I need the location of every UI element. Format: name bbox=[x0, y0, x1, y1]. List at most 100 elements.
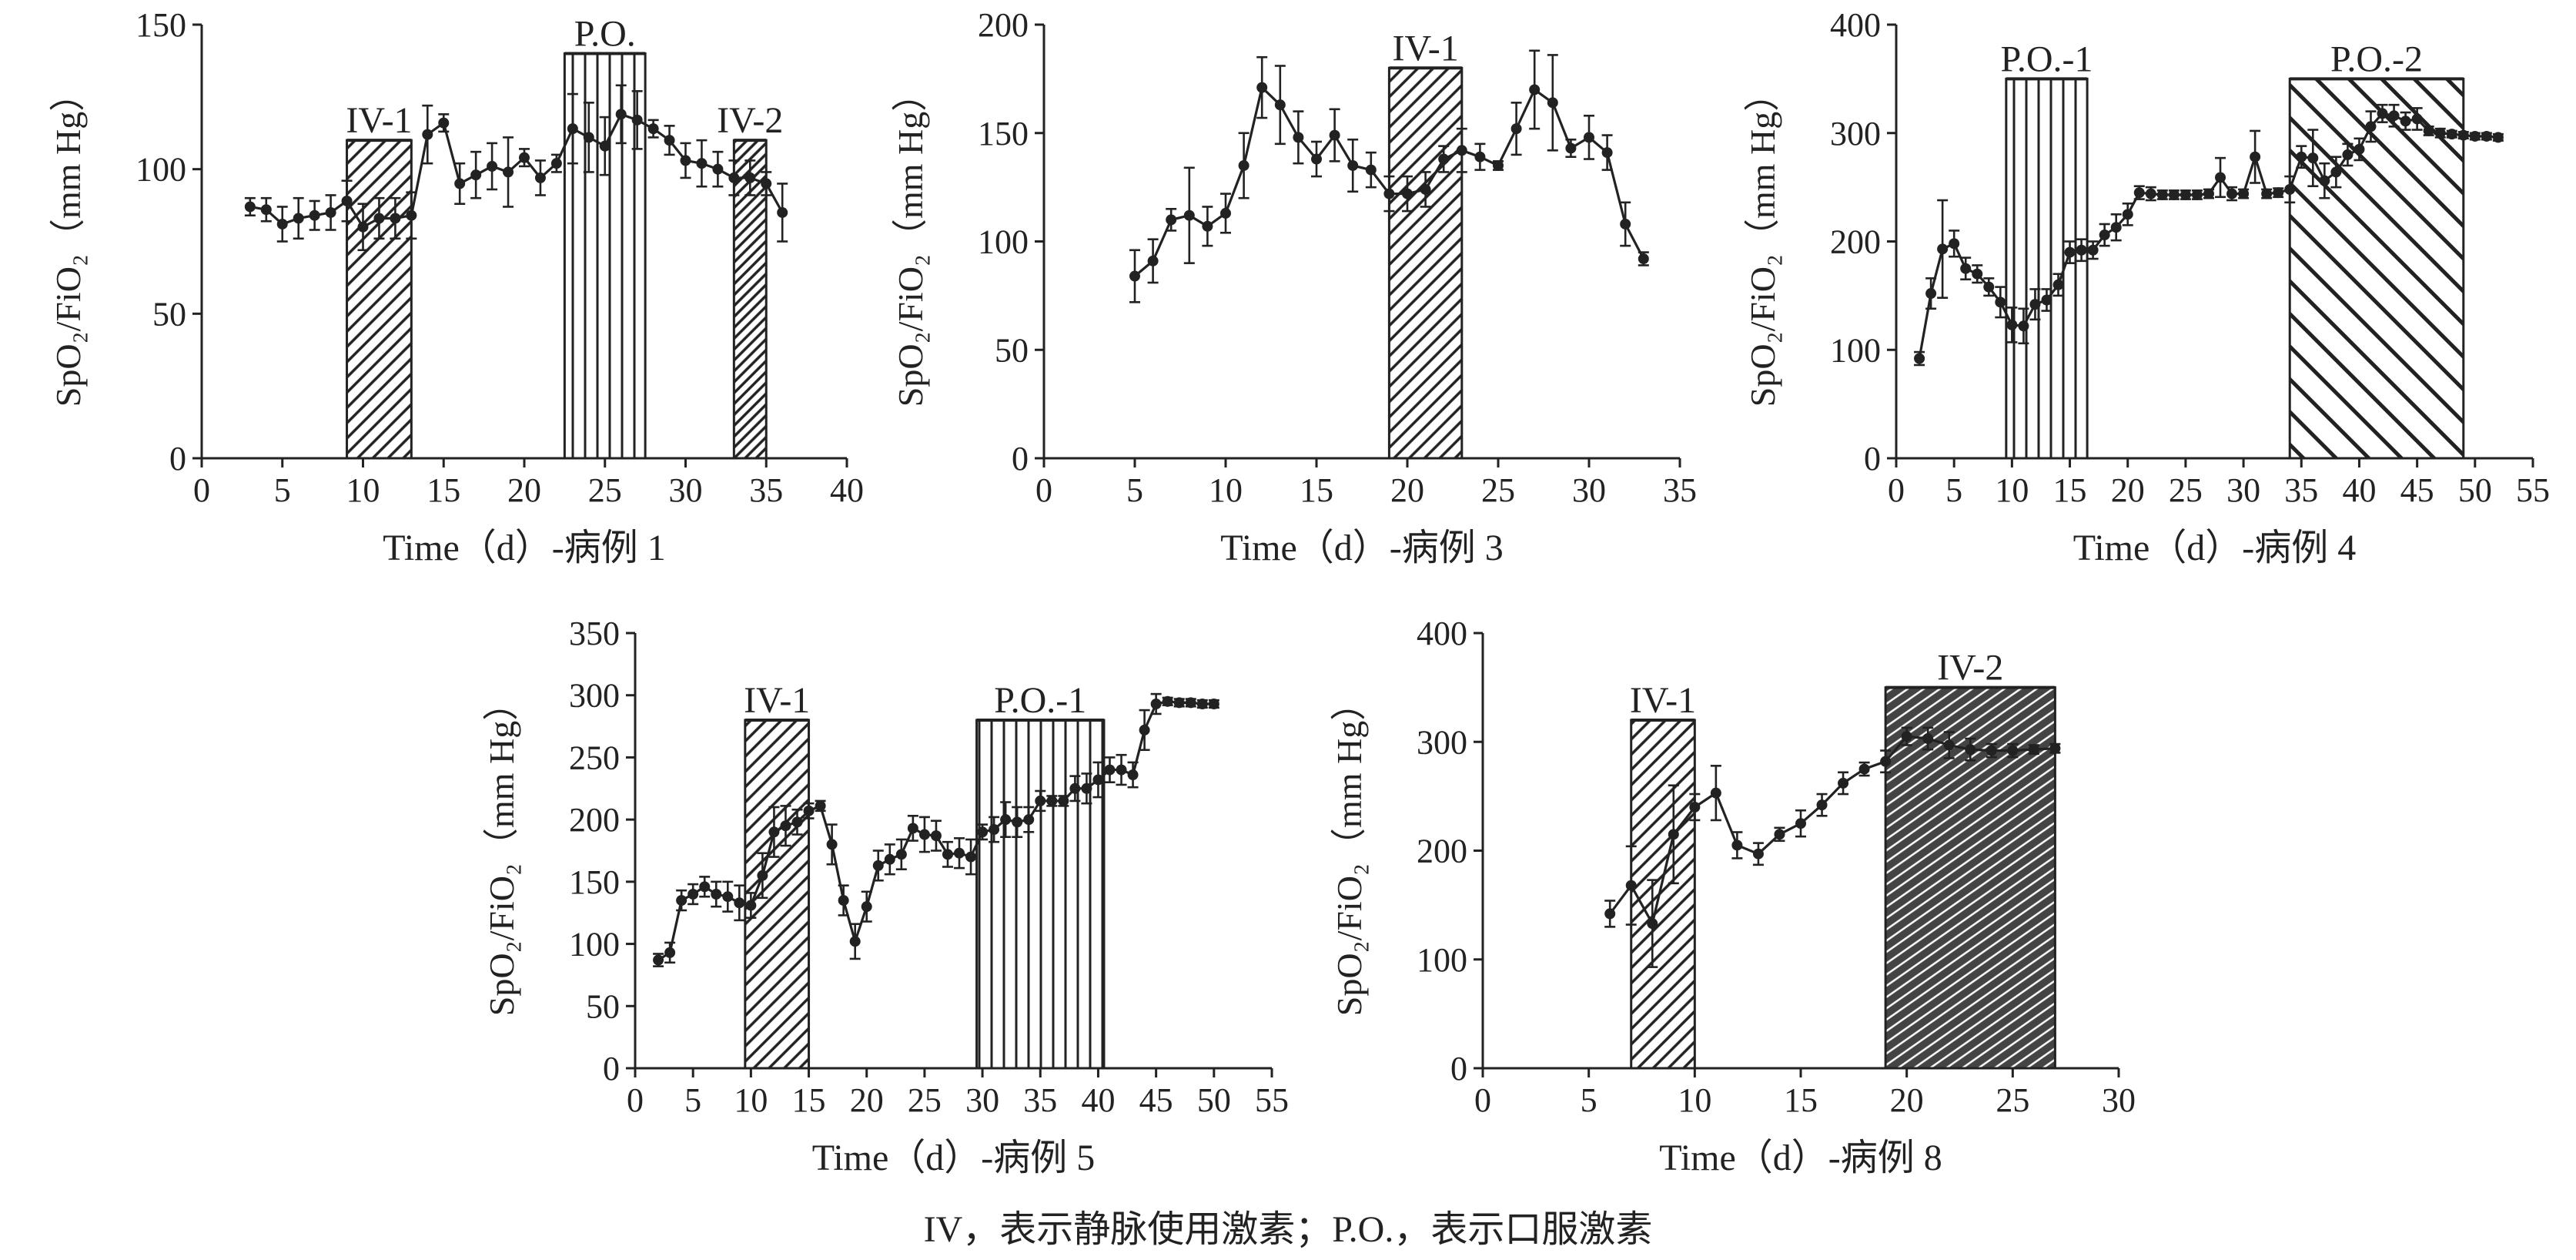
x-axis-title: Time（d）-病例 3 bbox=[1220, 528, 1504, 568]
chart-panel-case-5: IV-1 P.O.-1 0 50 100 150 200 250 300 350 0 5 10 15 20 2… bbox=[482, 615, 1289, 1178]
y-tick-label: 400 bbox=[1417, 615, 1467, 652]
data-point bbox=[1365, 164, 1377, 176]
data-point bbox=[712, 163, 724, 175]
y-tick-label: 200 bbox=[1417, 833, 1467, 870]
steroid-band bbox=[346, 139, 413, 460]
x-tick-label: 10 bbox=[1678, 1081, 1711, 1119]
x-tick-label: 20 bbox=[1390, 471, 1424, 509]
data-point bbox=[1604, 908, 1616, 920]
data-point bbox=[341, 195, 353, 206]
data-point bbox=[534, 172, 546, 183]
data-point bbox=[1838, 777, 1849, 789]
x-tick-label: 5 bbox=[1945, 471, 1962, 509]
data-point bbox=[1035, 795, 1046, 806]
data-point bbox=[2049, 742, 2061, 754]
y-tick-label: 150 bbox=[978, 115, 1029, 152]
data-point bbox=[2215, 172, 2226, 183]
data-point bbox=[861, 901, 872, 913]
x-tick-label: 0 bbox=[1888, 471, 1905, 509]
data-point bbox=[1116, 764, 1127, 776]
data-point bbox=[1147, 255, 1159, 266]
x-tick-label: 0 bbox=[1474, 1081, 1491, 1119]
y-tick-label: 0 bbox=[1012, 440, 1029, 478]
data-point bbox=[849, 936, 861, 947]
x-axis-title: Time（d）-病例 1 bbox=[383, 528, 666, 568]
y-tick-label: 100 bbox=[1417, 941, 1467, 979]
data-point bbox=[1752, 848, 1764, 860]
data-point bbox=[884, 853, 895, 865]
data-point bbox=[390, 213, 401, 224]
y-tick-label: 300 bbox=[569, 677, 620, 715]
y-tick-label: 250 bbox=[569, 739, 620, 776]
y-tick-label: 200 bbox=[1830, 223, 1881, 261]
x-tick-label: 35 bbox=[1663, 471, 1697, 509]
x-tick-label: 35 bbox=[749, 471, 783, 509]
data-point bbox=[1173, 697, 1185, 709]
y-axis-title: SpO₂/FiO₂（mm Hg） bbox=[49, 76, 88, 407]
x-axis-title: Time（d）-病例 4 bbox=[2073, 528, 2357, 568]
y-tick-label: 50 bbox=[152, 295, 186, 333]
data-point bbox=[487, 160, 498, 172]
x-tick-label: 15 bbox=[2053, 471, 2087, 509]
chart-panel-case-4: P.O.-1 P.O.-2 0 100 200 300 400 0 5 10 15 20 25 30 35 4… bbox=[1743, 6, 2550, 568]
chart-panel-case-8: IV-1 IV-2 0 100 200 300 400 0 5 10 15 20 25 30 Time（d）… bbox=[1330, 615, 2136, 1178]
data-point bbox=[1046, 795, 1058, 806]
data-point bbox=[325, 206, 336, 218]
data-point bbox=[293, 213, 304, 224]
data-point bbox=[1208, 699, 1219, 710]
data-point bbox=[989, 824, 1000, 836]
data-point bbox=[895, 849, 907, 860]
data-point bbox=[744, 172, 756, 183]
data-point bbox=[872, 860, 884, 871]
data-point bbox=[2168, 189, 2180, 200]
y-axis-title: SpO₂/FiO₂（mm Hg） bbox=[891, 76, 930, 407]
y-tick-label: 400 bbox=[1830, 6, 1881, 44]
data-point bbox=[599, 140, 611, 152]
data-point bbox=[2226, 188, 2238, 199]
data-point bbox=[1731, 839, 1743, 851]
data-point bbox=[768, 826, 780, 838]
x-tick-label: 30 bbox=[1572, 471, 1606, 509]
x-tick-label: 10 bbox=[734, 1081, 768, 1119]
data-point bbox=[2122, 209, 2133, 220]
data-point bbox=[2423, 125, 2434, 136]
data-point bbox=[631, 114, 643, 126]
data-point bbox=[2377, 108, 2388, 119]
x-tick-label: 0 bbox=[1035, 471, 1052, 509]
data-point bbox=[2145, 188, 2156, 199]
data-point bbox=[1311, 153, 1322, 165]
data-point bbox=[373, 213, 385, 224]
data-point bbox=[1774, 829, 1785, 840]
data-point bbox=[676, 895, 687, 906]
data-point bbox=[1816, 799, 1828, 811]
data-point bbox=[2446, 129, 2457, 140]
data-point bbox=[815, 800, 826, 812]
data-point bbox=[2156, 189, 2168, 200]
y-tick-label: 350 bbox=[569, 615, 620, 652]
data-point bbox=[1601, 147, 1613, 159]
x-tick-label: 45 bbox=[1139, 1081, 1173, 1119]
data-point bbox=[942, 849, 953, 860]
data-point bbox=[2400, 116, 2411, 127]
y-tick-label: 150 bbox=[135, 6, 186, 44]
y-tick-label: 100 bbox=[135, 151, 186, 189]
x-tick-label: 30 bbox=[2226, 471, 2260, 509]
band-label: IV-1 bbox=[1630, 680, 1696, 721]
data-point bbox=[664, 135, 675, 146]
data-point bbox=[2006, 319, 2018, 330]
data-point bbox=[2052, 279, 2064, 290]
steroid-band bbox=[1387, 66, 1464, 460]
x-tick-label: 5 bbox=[1581, 1081, 1597, 1119]
data-point bbox=[1402, 188, 1413, 199]
data-point bbox=[647, 123, 659, 135]
data-point bbox=[777, 206, 788, 218]
y-tick-label: 50 bbox=[995, 331, 1029, 369]
data-point bbox=[1584, 132, 1594, 143]
data-point bbox=[680, 155, 691, 166]
data-point bbox=[918, 829, 930, 840]
data-point bbox=[2296, 151, 2307, 163]
data-point bbox=[1943, 739, 1955, 751]
data-point bbox=[1795, 818, 1806, 829]
y-tick-label: 300 bbox=[1417, 723, 1467, 761]
data-point bbox=[2191, 189, 2203, 200]
